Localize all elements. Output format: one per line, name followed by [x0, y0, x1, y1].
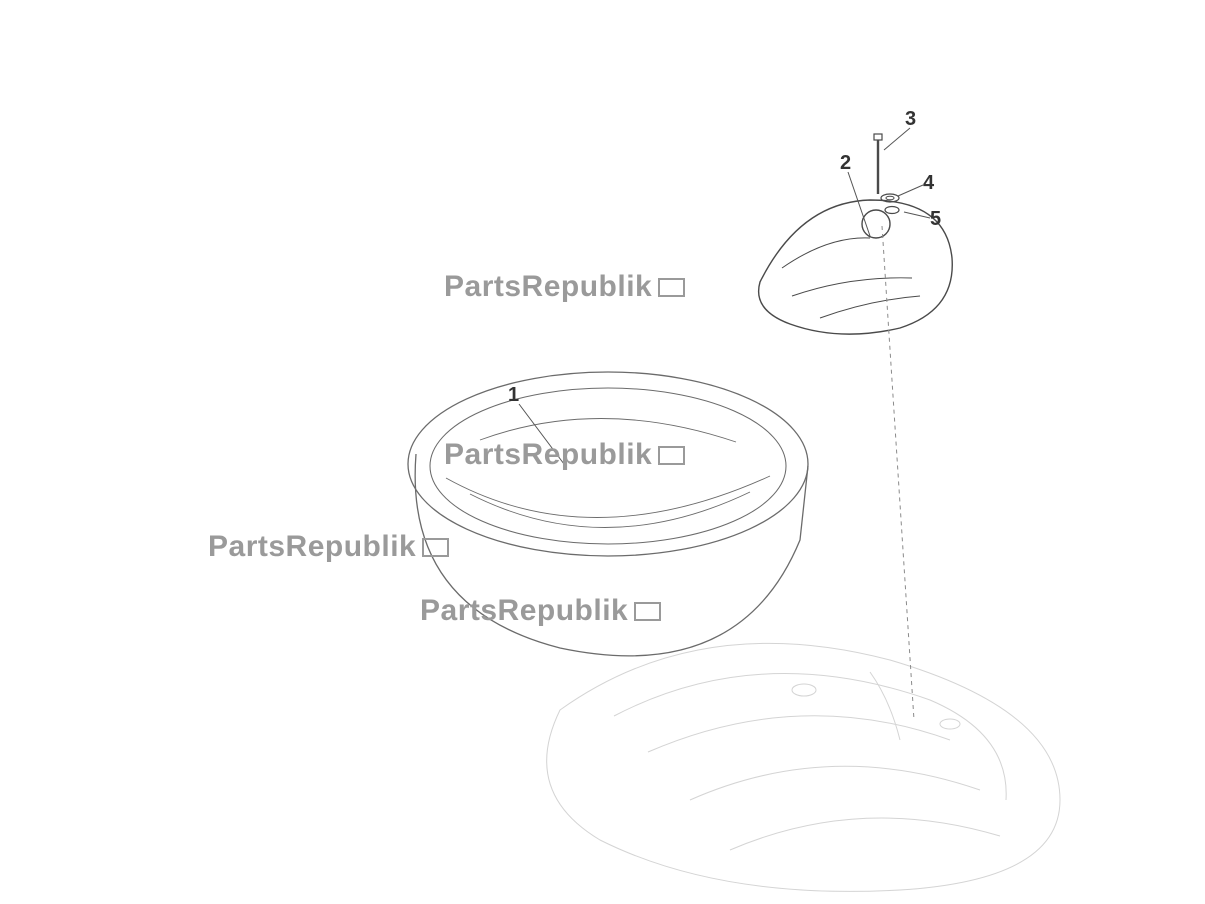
- flag-icon: [422, 538, 449, 557]
- chassis-ghost-wireframe: [547, 643, 1060, 891]
- watermark: PartsRepublik: [208, 530, 449, 564]
- watermark-text: PartsRepublik: [208, 530, 416, 564]
- watermark-text: PartsRepublik: [444, 270, 652, 304]
- rear-bracket-part: [759, 200, 953, 334]
- callout-3: 3: [905, 108, 916, 131]
- callout-1: 1: [508, 384, 519, 407]
- flag-icon: [658, 278, 685, 297]
- nut-part: [885, 207, 899, 214]
- watermark-text: PartsRepublik: [444, 438, 652, 472]
- watermark: PartsRepublik: [420, 594, 661, 628]
- screw-part: [874, 134, 882, 194]
- watermark: PartsRepublik: [444, 270, 685, 304]
- callout-5: 5: [930, 208, 941, 231]
- diagram-canvas: 1 2 3 4 5 PartsRepublik PartsRepublik Pa…: [0, 0, 1205, 904]
- flag-icon: [658, 446, 685, 465]
- assembly-axis-line: [882, 226, 914, 720]
- callout-4: 4: [923, 172, 934, 195]
- watermark: PartsRepublik: [444, 438, 685, 472]
- flag-icon: [634, 602, 661, 621]
- callout-2: 2: [840, 152, 851, 175]
- watermark-text: PartsRepublik: [420, 594, 628, 628]
